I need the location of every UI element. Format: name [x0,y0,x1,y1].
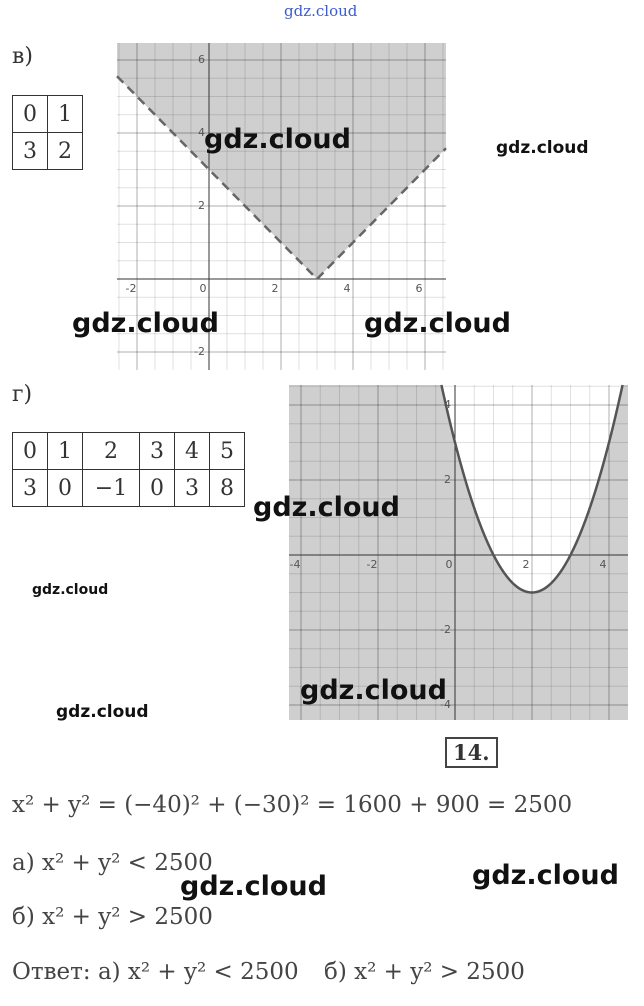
header-watermark: gdz.cloud [284,2,358,20]
watermark: gdz.cloud [32,582,109,598]
x-tick-label: 2 [272,282,279,295]
y-tick-label: 4 [444,398,451,411]
cell: 5 [209,432,245,470]
x-tick-label: 0 [446,558,453,571]
answer-b: б) x² + y² > 2500 [323,959,525,985]
watermark: gdz.cloud [472,860,619,891]
cell: 4 [174,432,210,470]
math-line: б) x² + y² > 2500 [12,904,213,930]
cell: 0 [12,432,48,470]
x-tick-label: 4 [344,282,351,295]
cell: 1 [47,95,83,133]
answer-a: а) x² + y² < 2500 [97,959,299,985]
math-line: а) x² + y² < 2500 [12,850,213,876]
y-tick-label: 4 [198,126,205,139]
y-tick-label: 6 [198,53,205,66]
region [117,43,446,279]
boundary [116,75,447,281]
math-line: x² + y² = (−40)² + (−30)² = 1600 + 900 =… [12,792,573,818]
y-tick-label: -4 [440,698,451,711]
watermark: gdz.cloud [56,702,149,722]
x-tick-label: -2 [126,282,137,295]
x-tick-label: 2 [523,558,530,571]
cell: 3 [12,132,48,170]
cell: 0 [47,469,83,507]
part-label: в) [12,44,33,69]
x-tick-label: 6 [416,282,423,295]
y-tick-label: 2 [198,199,205,212]
cell: 3 [174,469,210,507]
watermark: gdz.cloud [253,492,400,523]
y-tick-label: 2 [444,473,451,486]
x-tick-label: -4 [290,558,301,571]
watermark: gdz.cloud [204,124,351,155]
watermark: gdz.cloud [364,308,511,339]
cell: 8 [209,469,245,507]
cell: 0 [12,95,48,133]
y-tick-label: -2 [440,623,451,636]
table: 0 1 2 3 4 5 3 0 −1 0 3 8 [12,432,245,507]
cell: 0 [139,469,175,507]
part-label: г) [12,382,33,407]
boundary [440,384,624,594]
x-tick-label: -2 [367,558,378,571]
watermark: gdz.cloud [300,675,447,706]
answer: Ответ: а) x² + y² < 2500 б) x² + y² > 25… [12,959,525,985]
cell: 1 [47,432,83,470]
cell: 3 [12,469,48,507]
cell: 2 [47,132,83,170]
y-tick-label: -2 [194,345,205,358]
watermark: gdz.cloud [180,871,327,902]
x-tick-label: 0 [200,282,207,295]
watermark: gdz.cloud [496,138,589,158]
answer-label: Ответ: [12,959,91,985]
cell: 3 [139,432,175,470]
cell: −1 [82,469,140,507]
problem-number: 14. [445,737,498,768]
watermark: gdz.cloud [72,308,219,339]
x-tick-label: 4 [600,558,607,571]
cell: 2 [82,432,140,470]
